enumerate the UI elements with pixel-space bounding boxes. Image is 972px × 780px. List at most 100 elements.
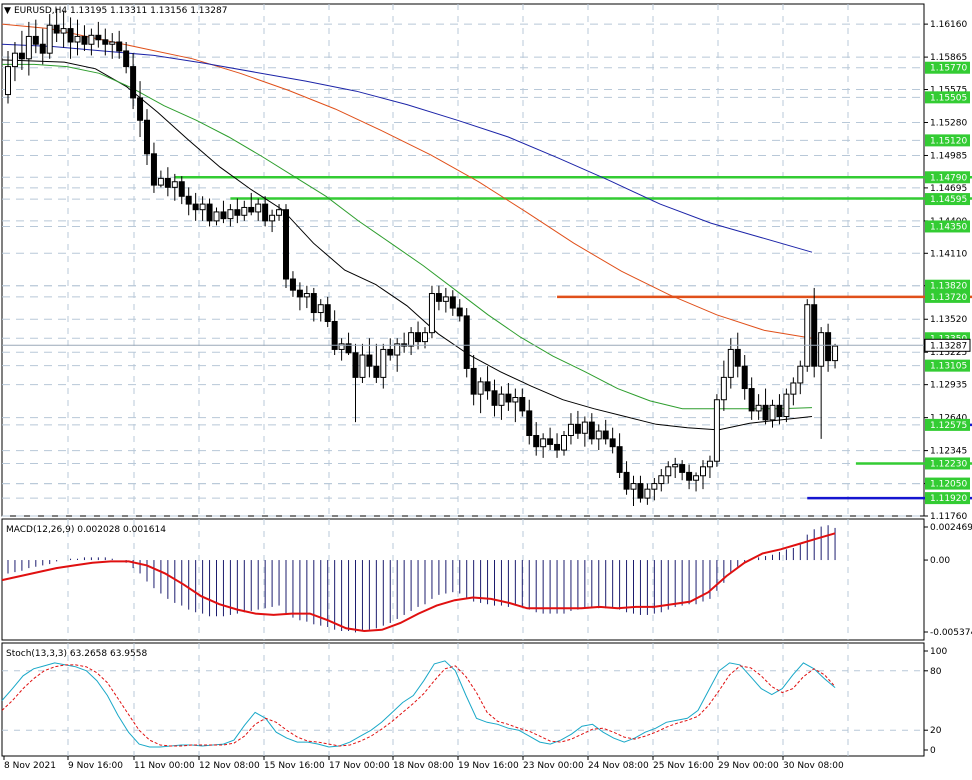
time-tick-label: 30 Nov 08:00 bbox=[783, 761, 844, 771]
candle-body bbox=[185, 195, 192, 205]
price-tick-label: 1.16160 bbox=[930, 20, 967, 30]
candle-body bbox=[5, 66, 11, 96]
time-tick-label: 24 Nov 08:00 bbox=[588, 761, 649, 771]
stoch-main-line bbox=[1, 660, 836, 748]
price-level-tag bbox=[925, 61, 970, 74]
candle-body bbox=[276, 209, 283, 216]
candle-body bbox=[102, 39, 109, 45]
macd-label: MACD(12,26,9) 0.002028 0.001614 bbox=[6, 525, 166, 535]
price-tick-label: 1.12935 bbox=[930, 381, 967, 391]
candle-body bbox=[574, 423, 581, 434]
macd-tick-label: -0.005374 bbox=[930, 628, 972, 638]
candle-body bbox=[832, 345, 839, 362]
stoch-tick-label: 80 bbox=[930, 667, 942, 677]
candles bbox=[5, 8, 839, 506]
price-tick-label: 1.12345 bbox=[930, 447, 967, 457]
candle-body bbox=[345, 343, 352, 354]
candle-body bbox=[310, 293, 317, 314]
candle-body bbox=[609, 438, 616, 448]
candle-body bbox=[818, 332, 825, 367]
candle-body bbox=[825, 332, 832, 362]
candle-body bbox=[706, 460, 713, 468]
candle-body bbox=[630, 483, 637, 490]
candle-body bbox=[595, 430, 602, 440]
candle-body bbox=[672, 464, 679, 468]
candle-body bbox=[241, 206, 248, 216]
candle-body bbox=[248, 206, 255, 213]
price-tick-label: 1.13225 bbox=[930, 348, 967, 358]
candle-body bbox=[512, 397, 519, 403]
moving-average-orange bbox=[1, 23, 813, 339]
candle-body bbox=[199, 203, 206, 211]
candle-body bbox=[408, 332, 415, 347]
price-tick-label: 1.14985 bbox=[930, 151, 967, 161]
stoch-tick-label: 100 bbox=[930, 647, 947, 657]
candle-body bbox=[498, 393, 505, 406]
candle-body bbox=[811, 304, 818, 367]
candle-body bbox=[720, 376, 727, 401]
moving-average-green bbox=[2, 63, 813, 410]
candle-body bbox=[11, 52, 18, 68]
candle-body bbox=[109, 41, 116, 45]
candle-body bbox=[519, 397, 526, 412]
price-level-tag bbox=[925, 220, 970, 233]
pane-frame bbox=[1, 3, 925, 517]
moving-averages bbox=[1, 23, 813, 431]
price-level-tag-label: 1.14595 bbox=[930, 195, 967, 205]
macd-indicator: 0.002469 0.00 -0.005374 bbox=[1, 523, 972, 638]
candle-body bbox=[484, 381, 491, 392]
candle-body bbox=[665, 466, 672, 477]
price-tick-label: 1.15865 bbox=[930, 53, 967, 63]
grid-lines bbox=[2, 4, 924, 756]
candle-body bbox=[713, 399, 720, 462]
candle-body bbox=[693, 475, 700, 481]
macd-tick-label: 0.00 bbox=[930, 556, 950, 566]
candle-body bbox=[352, 352, 359, 378]
candle-body bbox=[359, 354, 366, 378]
moving-average-blue bbox=[1, 43, 813, 253]
candle-body bbox=[533, 435, 540, 448]
price-tick-label: 1.14695 bbox=[930, 184, 967, 194]
price-axis: 1.16160 1.15865 1.15575 1.15280 1.14985 1.146… bbox=[2, 20, 971, 522]
candle-body bbox=[130, 66, 137, 99]
price-level-tag bbox=[925, 457, 970, 470]
candle-body bbox=[53, 24, 60, 34]
candle-body bbox=[505, 393, 512, 403]
candle-body bbox=[422, 332, 428, 343]
macd-signal-line bbox=[1, 532, 836, 633]
candle-body bbox=[116, 41, 123, 52]
candle-body bbox=[616, 446, 623, 473]
candle-body bbox=[394, 343, 401, 356]
candle-body bbox=[171, 181, 178, 188]
candle-body bbox=[644, 488, 651, 499]
candle-body bbox=[463, 315, 470, 369]
candle-body bbox=[428, 293, 435, 334]
price-tick-label: 1.15280 bbox=[930, 118, 967, 128]
candle-body bbox=[157, 177, 164, 186]
price-tick-label: 1.11760 bbox=[930, 512, 967, 522]
current-price-label: 1.13287 bbox=[930, 341, 967, 351]
candle-body bbox=[762, 404, 769, 421]
time-tick-label: 11 Nov 00:00 bbox=[134, 761, 195, 771]
price-level-tag bbox=[925, 359, 970, 372]
candle-body bbox=[289, 278, 296, 291]
price-level-tag-label: 1.12050 bbox=[930, 480, 967, 490]
symbol-dropdown-icon[interactable]: ▼ bbox=[4, 6, 11, 16]
price-level-tag bbox=[925, 477, 970, 490]
candle-body bbox=[95, 34, 102, 41]
candle-body bbox=[581, 421, 588, 434]
stoch-tick-label: 0 bbox=[930, 746, 936, 756]
candle-body bbox=[651, 483, 658, 490]
current-price-box bbox=[924, 338, 971, 352]
candle-body bbox=[547, 438, 554, 445]
candle-body bbox=[81, 35, 88, 45]
candle-body bbox=[456, 307, 463, 317]
stoch-signal-line bbox=[1, 664, 836, 747]
price-level-tag-label: 1.12230 bbox=[930, 459, 967, 469]
stochastic-indicator: 100 80 20 0 bbox=[1, 647, 947, 756]
price-level-tag bbox=[925, 193, 970, 206]
candle-body bbox=[317, 304, 324, 314]
price-level-tag-label: 1.14350 bbox=[930, 222, 967, 232]
